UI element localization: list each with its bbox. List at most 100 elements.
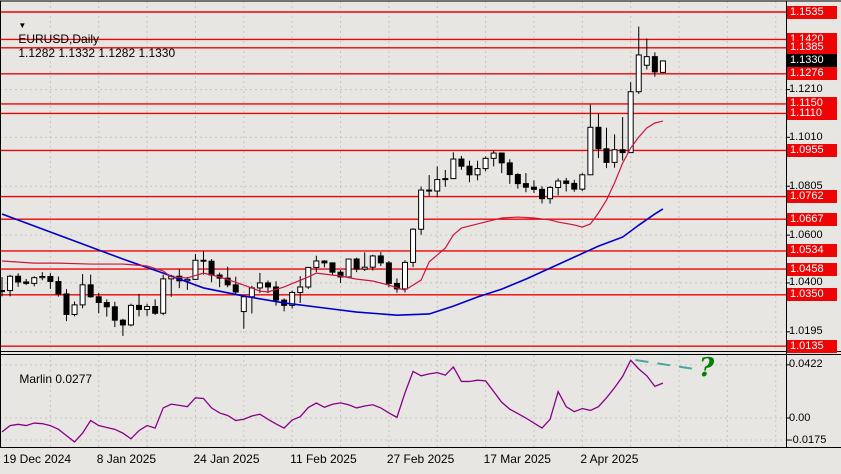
candle-bearish [514,174,521,185]
candle-bullish [0,290,5,293]
price-level-label: 1.0667 [787,212,837,226]
date-label: 17 Mar 2025 [483,452,551,466]
candle-bullish [410,228,417,263]
candle-bearish [466,165,473,176]
candle-bullish [256,282,263,289]
date-label: 2 Apr 2025 [580,452,639,466]
candle-bearish [385,262,392,284]
candle-bullish [144,306,151,310]
candle-bearish [264,282,271,288]
date-label: 11 Feb 2025 [290,452,357,466]
price-tick-label: 1.0400 [789,276,823,289]
candle-bullish [450,158,457,180]
price-level-label: 1.1276 [787,67,837,81]
projection-dashed-line [635,359,698,371]
candle-bearish [87,284,94,298]
date-label: 27 Feb 2025 [386,452,455,466]
candle-bullish [474,168,481,176]
candle-bearish [458,158,465,167]
candle-bearish [393,282,400,290]
price-level-label: 1.0762 [787,190,837,203]
indicator-name: Marlin [19,372,53,386]
candle-bearish [200,259,207,262]
price-level-label: 1.0458 [787,262,837,276]
candle-bullish [555,180,562,188]
candle-bearish [651,56,658,73]
ohlc-values: 1.1282 1.1332 1.1282 1.1330 [18,46,176,60]
candle-bullish [442,178,449,181]
candle-bearish [23,281,30,284]
marlin-indicator-line [1,359,664,443]
candle-bullish [39,275,46,279]
date-label: 19 Dec 2024 [3,452,72,466]
candle-bearish [55,280,62,295]
ma-fast-line [1,120,664,293]
candle-bullish [643,56,650,66]
price-level-label: 1.0135 [787,339,837,353]
candle-bearish [95,296,102,303]
candle-bullish [369,255,376,268]
price-level-label: 1.1385 [787,41,837,55]
candle-bullish [361,266,368,270]
price-level-label: 1.1110 [787,106,837,120]
candle-bullish [482,157,489,170]
indicator-label: Marlin 0.0277 [6,358,92,400]
price-tick-label: 1.1010 [789,130,823,143]
candle-bearish [103,301,110,308]
current-price-label: 1.1330 [787,54,837,68]
candle-bullish [434,179,441,192]
price-level-label: 1.0955 [787,143,837,157]
candle-bullish [635,54,642,93]
price-level-label: 1.1535 [787,5,837,19]
question-mark-annotation: ? [699,353,715,383]
candle-bearish [224,277,231,286]
candle-bullish [79,284,86,306]
candle-bullish [418,189,425,230]
candle-bearish [136,304,143,310]
candle-bearish [522,183,529,188]
candle-bullish [297,286,304,293]
candle-bullish [345,258,352,278]
price-tick-label: 1.0600 [789,228,823,241]
candle-bearish [571,182,578,190]
candle-bullish [611,149,618,163]
candle-bearish [63,293,70,315]
candle-bullish [31,277,38,284]
candle-bearish [47,275,54,282]
candle-bearish [329,262,336,273]
price-tick-label: 1.0805 [789,179,823,192]
candle-bearish [273,286,280,301]
indicator-value: 0.0277 [55,372,93,386]
candle-bearish [119,319,126,326]
candle-bullish [160,278,167,314]
price-level-label: 1.0534 [787,244,837,258]
candle-bullish [579,174,586,190]
price-level-label: 1.0350 [787,288,837,302]
date-label: 8 Jan 2025 [96,452,157,466]
indicator-tick-label: -0.0175 [789,433,827,446]
candle-bearish [619,149,626,154]
candle-bullish [184,278,191,282]
candle-bearish [15,275,22,283]
candle-bullish [71,304,78,315]
candle-bearish [603,148,610,163]
candle-bearish [152,306,159,314]
candle-bearish [539,188,546,200]
candle-bearish [337,271,344,278]
candle-bearish [208,260,215,276]
symbol-dropdown-triangle-icon[interactable]: ▼ [18,21,27,30]
candle-bearish [426,189,433,192]
candle-bearish [232,284,239,293]
candle-bullish [192,259,199,280]
date-label: 24 Jan 2025 [193,452,260,466]
candle-bearish [563,180,570,184]
candle-bearish [506,162,513,176]
candle-bullish [490,152,497,159]
price-tick-label: 1.0195 [789,325,823,338]
candle-bearish [530,186,537,190]
candle-bullish [313,260,320,268]
candle-bullish [127,304,134,326]
